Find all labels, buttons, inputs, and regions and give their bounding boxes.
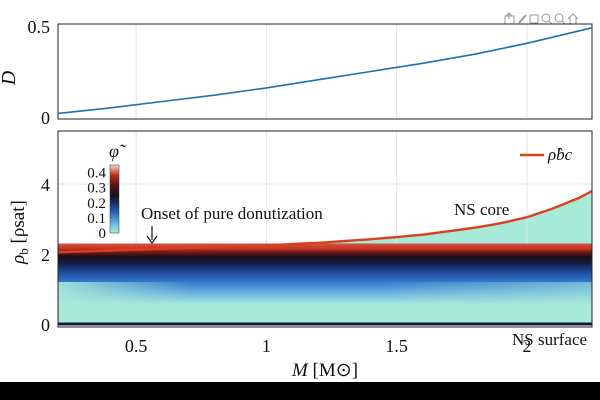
x-tick-label: 0.5 <box>125 336 148 356</box>
series-line-D <box>57 27 593 115</box>
bottom-y-axis-label: ρb [ρsat] <box>8 200 31 265</box>
x-tick-label: 1.5 <box>385 336 408 356</box>
annotation-ns-surface: NS surface <box>512 330 587 349</box>
colorbar-tick-label: 0.4 <box>87 166 106 182</box>
top-y-tick-label: 0.5 <box>28 17 51 37</box>
colorbar-tick-label: 0.1 <box>87 211 106 227</box>
figure-toolbar <box>504 12 579 25</box>
x-tick-label: 1 <box>262 336 271 356</box>
bottom-y-tick-labels: 0 2 4 <box>41 175 50 335</box>
top-y-tick-labels: 00.5 <box>28 17 51 128</box>
legend: ρ̂bc <box>520 145 573 164</box>
colorbar-tick-labels: 0.40.30.20.10 <box>87 166 106 242</box>
heatmap-band-edge <box>58 243 592 248</box>
pan-icon[interactable] <box>529 14 539 24</box>
bottom-grid <box>58 131 592 244</box>
colorbar-tick-label: 0 <box>99 226 107 242</box>
x-tick-label: 2 <box>522 336 531 356</box>
colorbar-tick-label: 0.3 <box>87 181 106 197</box>
annotation-arrow <box>146 226 158 245</box>
brush-icon[interactable] <box>518 14 527 24</box>
x-tick-labels: 0.5 1 1.5 2 <box>125 336 531 356</box>
top-grid <box>135 24 528 119</box>
top-panel: 00.5 D <box>0 17 593 128</box>
series-line-core-density <box>57 189 593 254</box>
heatmap-field <box>58 131 592 327</box>
heatmap-fade <box>58 282 592 324</box>
legend-label: ρ̂bc <box>547 145 573 164</box>
colorbar-tick-label: 0.2 <box>87 196 106 212</box>
bottom-y-tick-label: 0 <box>41 315 50 335</box>
top-y-axis-label: D <box>0 70 20 86</box>
letterbox-bottom <box>0 382 600 400</box>
bottom-y-tick-label: 2 <box>41 245 50 265</box>
top-y-tick-label: 0 <box>41 108 50 128</box>
bottom-y-tick-label: 4 <box>41 175 50 195</box>
colorbar-scale <box>109 164 120 234</box>
x-axis-label: M [M⊙] <box>291 360 358 381</box>
bottom-axes-frame <box>57 130 593 328</box>
top-axes-frame <box>57 23 593 120</box>
annotation-ns-core: NS core <box>454 200 509 219</box>
bottom-panel: 024 0.5 1 1.5 2 ρb [ρsat] M [M⊙] 0.40.30.20… <box>8 130 593 381</box>
annotation-onset: Onset of pure donutization <box>141 204 323 223</box>
